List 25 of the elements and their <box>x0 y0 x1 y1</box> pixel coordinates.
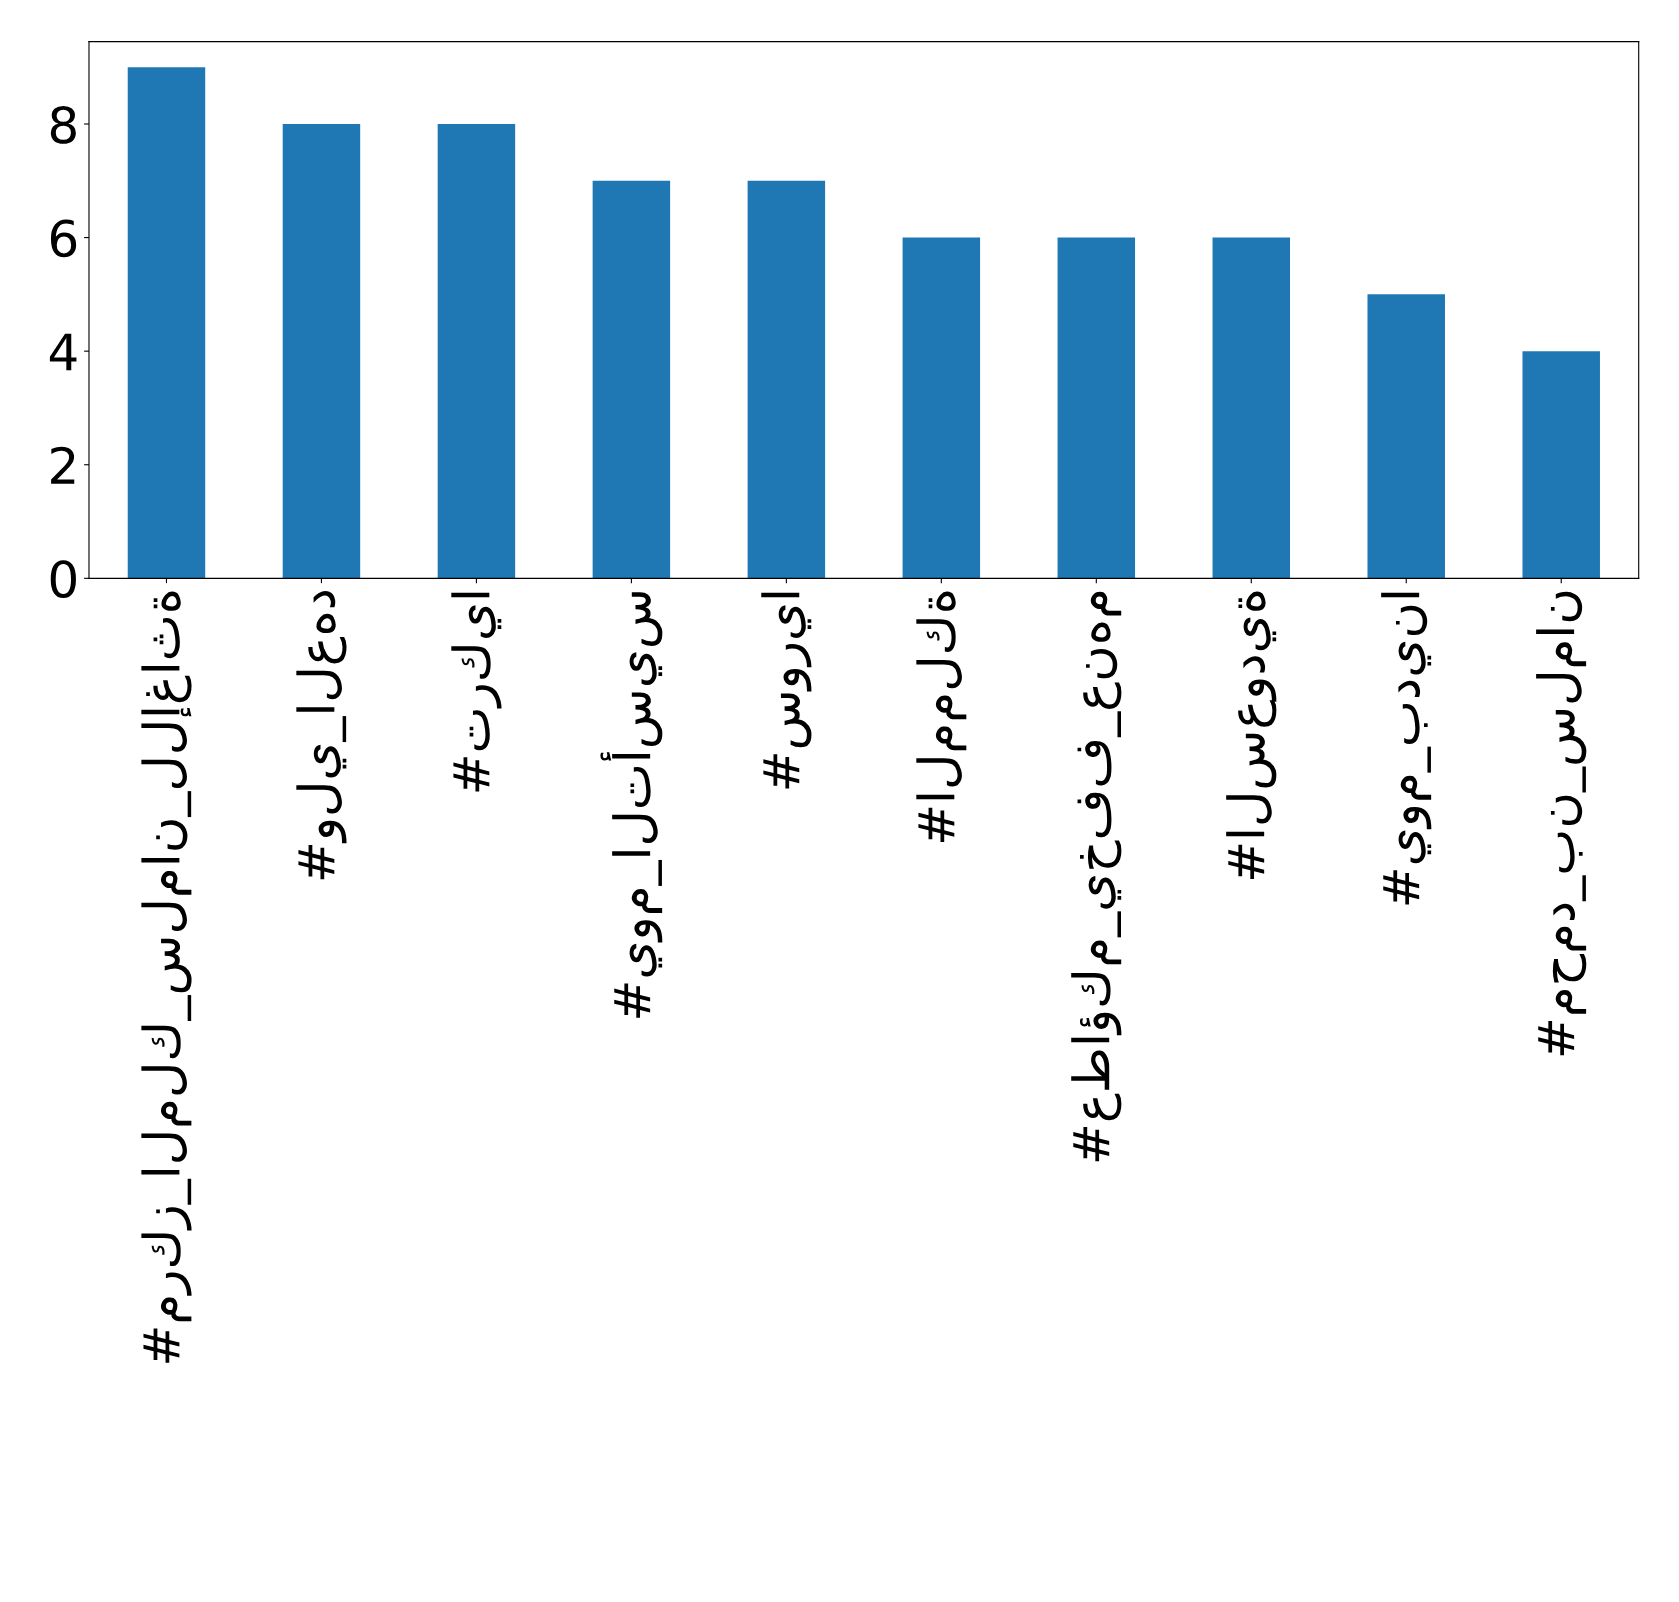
bar <box>1522 351 1600 579</box>
x-tick-label: #يوم_بدينا <box>1381 592 1432 905</box>
x-tick-label: #ولي_العهد <box>296 590 347 880</box>
bar <box>1367 294 1445 579</box>
bar <box>592 180 671 579</box>
x-tick-label: #تركيا <box>451 592 502 792</box>
bar <box>1057 237 1136 579</box>
bar <box>437 124 516 579</box>
x-tick-label: #سوريا <box>761 592 812 789</box>
y-tick-label: 2 <box>51 446 75 484</box>
x-tick-label: #محمد_بن_سلمان <box>1536 591 1587 1056</box>
x-tick-label: #السعودية <box>1226 591 1277 879</box>
x-tick-label: #المملكة <box>916 591 967 842</box>
x-tick-label: #عطاؤكم_يخفف_عنهم <box>1071 591 1122 1162</box>
y-tick-label: 4 <box>49 333 77 371</box>
x-tick-label: #مركز_الملك_سلمان_للإغاثة <box>141 591 192 1363</box>
bar <box>902 237 981 579</box>
bar <box>1212 237 1291 579</box>
bar <box>127 67 206 579</box>
x-tick-label: #يوم_التأسيس <box>600 592 663 1018</box>
y-tick-label: 0 <box>50 560 76 599</box>
bar <box>747 180 826 579</box>
y-tick-label: 6 <box>50 219 77 258</box>
bar <box>282 124 361 579</box>
y-tick-label: 8 <box>50 105 76 144</box>
